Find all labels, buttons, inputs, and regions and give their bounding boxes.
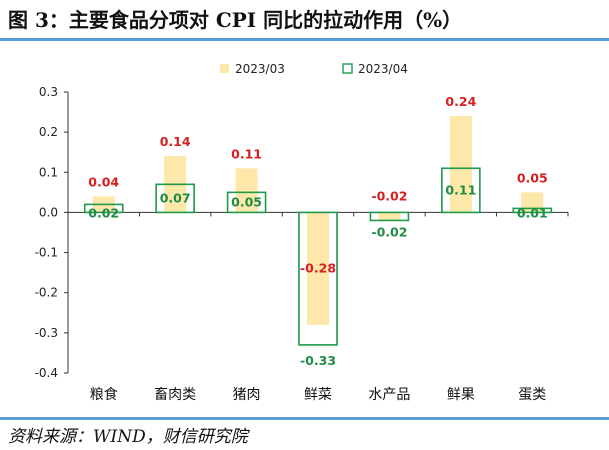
legend-swatch-2023-03 bbox=[220, 64, 229, 73]
data-label-2023-03: 0.05 bbox=[517, 170, 548, 185]
bar-2023-04 bbox=[83, 203, 124, 214]
data-label-2023-04: 0.07 bbox=[160, 190, 191, 205]
data-label-2023-04: 0.05 bbox=[231, 194, 262, 209]
bar-2023-03 bbox=[307, 212, 329, 325]
data-label-2023-04: -0.33 bbox=[300, 353, 336, 368]
y-tick-label: -0.1 bbox=[35, 246, 58, 260]
x-category-label: 鲜果 bbox=[447, 387, 475, 403]
chart-title: 图 3：主要食品分项对 CPI 同比的拉动作用（%） bbox=[8, 8, 463, 32]
y-tick-label: 0.3 bbox=[39, 85, 58, 99]
bar-2023-04 bbox=[441, 167, 481, 214]
bar-2023-03 bbox=[521, 192, 544, 213]
legend-label-2023-03: 2023/03 bbox=[235, 62, 285, 76]
data-label-2023-03: 0.14 bbox=[160, 134, 191, 149]
data-label-2023-04: -0.02 bbox=[371, 224, 407, 239]
data-label-2023-03: -0.28 bbox=[300, 261, 336, 276]
data-label-2023-03: 0.04 bbox=[88, 174, 119, 189]
bar-2023-04 bbox=[369, 211, 410, 222]
bar-2023-04 bbox=[298, 211, 338, 346]
legend-swatch-2023-04 bbox=[342, 63, 353, 74]
data-label-2023-04: 0.11 bbox=[445, 182, 476, 197]
x-category-label: 畜肉类 bbox=[154, 387, 196, 403]
y-tick-label: -0.3 bbox=[35, 326, 58, 340]
source-note: 资料来源：WIND，财信研究院 bbox=[8, 427, 248, 447]
bar-2023-03 bbox=[235, 168, 258, 213]
y-tick-label: -0.2 bbox=[35, 286, 58, 300]
x-category-label: 水产品 bbox=[368, 387, 410, 403]
y-tick-label: 0.0 bbox=[39, 205, 58, 219]
footer-divider bbox=[0, 417, 609, 420]
data-label-2023-03: 0.11 bbox=[231, 146, 262, 161]
bar-2023-04 bbox=[512, 207, 553, 214]
bar-2023-03 bbox=[378, 212, 401, 221]
y-tick-label: 0.2 bbox=[39, 125, 58, 139]
data-label-2023-04: 0.01 bbox=[517, 205, 548, 220]
data-label-2023-03: -0.02 bbox=[371, 188, 407, 203]
data-label-2023-03: 0.24 bbox=[445, 94, 476, 109]
x-category-label: 蛋类 bbox=[518, 387, 546, 403]
chart: 0.3 0.2 0.1 0.0 -0.1 -0.2 -0.3 -0.4 0.04 0.02 粮食 0.… bbox=[35, 62, 569, 403]
x-category-label: 猪肉 bbox=[233, 387, 261, 403]
bar-2023-04 bbox=[155, 183, 195, 214]
x-category-label: 鲜菜 bbox=[304, 387, 332, 403]
x-category-label: 粮食 bbox=[90, 386, 118, 403]
y-tick-label: 0.1 bbox=[39, 165, 58, 179]
bar-2023-03 bbox=[449, 116, 472, 213]
data-label-2023-04: 0.02 bbox=[88, 205, 119, 220]
title-divider bbox=[0, 38, 609, 41]
bar-2023-04 bbox=[226, 191, 267, 214]
y-tick-label: -0.4 bbox=[35, 366, 58, 380]
legend-label-2023-04: 2023/04 bbox=[358, 62, 408, 76]
